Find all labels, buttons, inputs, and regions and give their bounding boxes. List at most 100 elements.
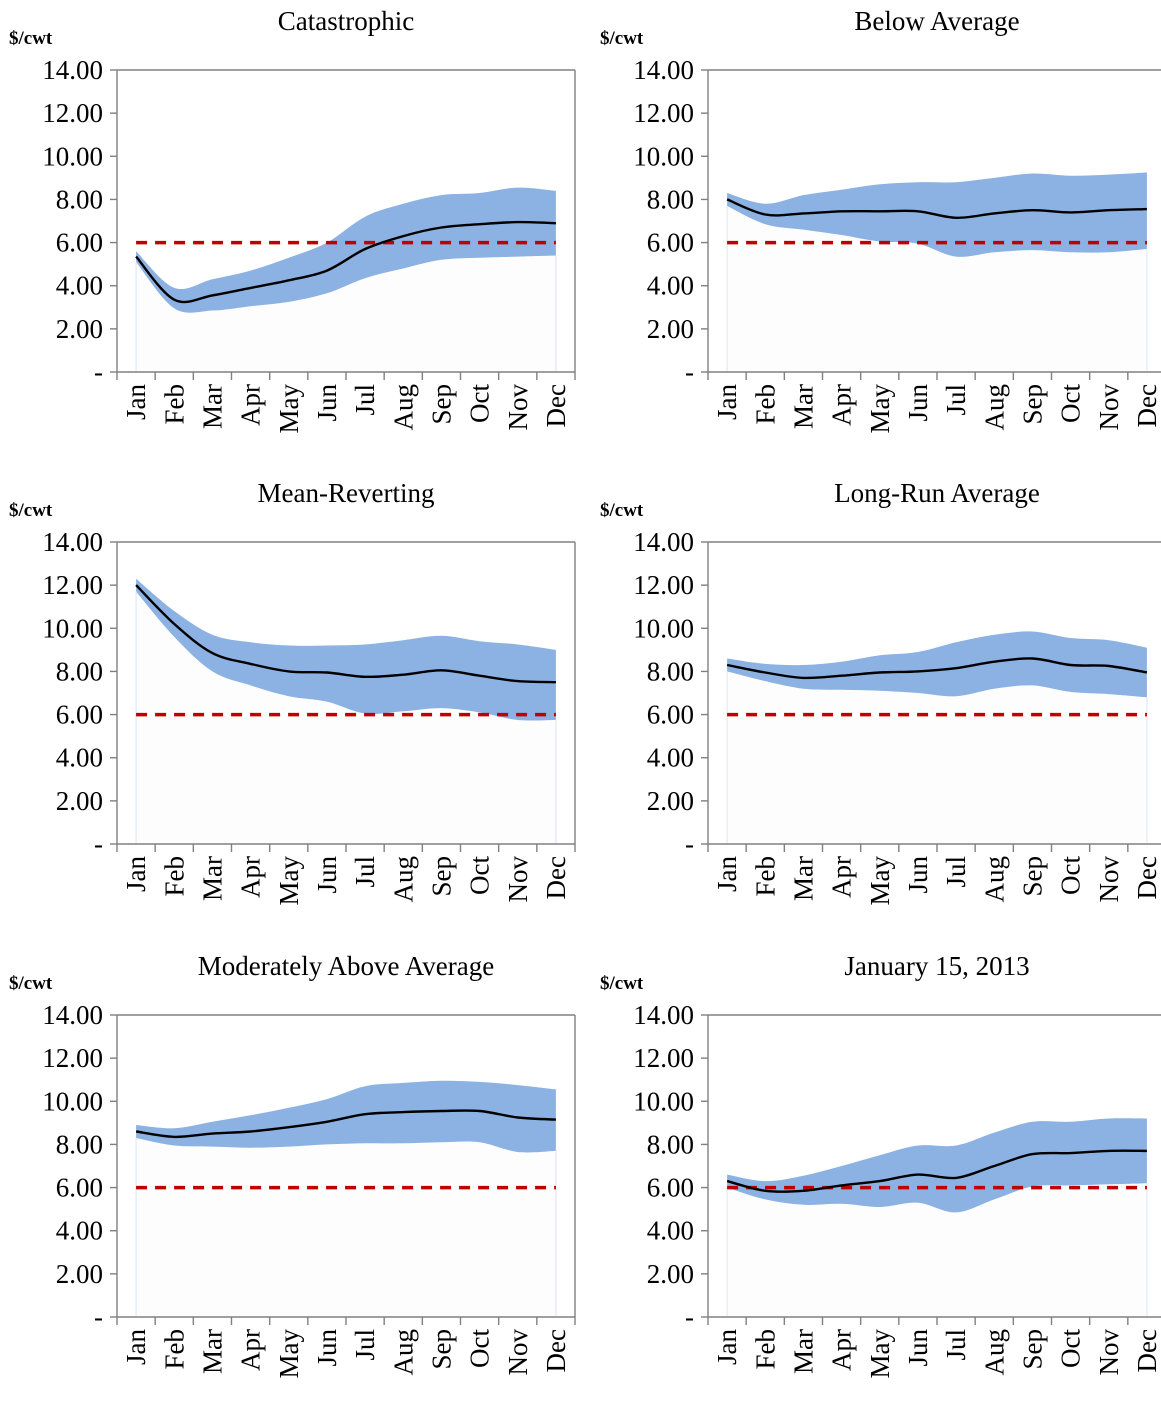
x-tick-label: Jun bbox=[312, 856, 342, 894]
x-tick-label: Jul bbox=[350, 384, 380, 416]
y-tick-label: - bbox=[94, 829, 103, 859]
y-tick-label: 8.00 bbox=[56, 1129, 103, 1159]
y-tick-label: 10.00 bbox=[42, 141, 103, 171]
chart-title: Mean-Reverting bbox=[257, 478, 435, 508]
y-tick-label: 10.00 bbox=[633, 613, 694, 643]
y-axis-unit-label: $/cwt bbox=[9, 973, 53, 994]
x-tick-label: Dec bbox=[1132, 384, 1161, 427]
x-tick-label: Aug bbox=[979, 856, 1009, 903]
y-tick-label: 10.00 bbox=[633, 1086, 694, 1116]
chart-title: January 15, 2013 bbox=[844, 951, 1030, 981]
y-tick-label: 10.00 bbox=[42, 613, 103, 643]
y-tick-label: 14.00 bbox=[42, 55, 103, 85]
y-tick-label: 4.00 bbox=[56, 1216, 103, 1246]
x-tick-label: Apr bbox=[827, 1329, 857, 1371]
x-tick-label: Mar bbox=[788, 384, 818, 429]
y-tick-label: 8.00 bbox=[56, 184, 103, 214]
x-tick-label: Jun bbox=[312, 1329, 342, 1367]
y-axis-unit-label: $/cwt bbox=[9, 500, 53, 521]
x-tick-label: Nov bbox=[503, 384, 533, 431]
x-tick-label: Nov bbox=[503, 1329, 533, 1376]
y-tick-label: 2.00 bbox=[647, 1259, 694, 1289]
x-tick-label: Jan bbox=[712, 384, 742, 420]
y-tick-label: 8.00 bbox=[647, 656, 694, 686]
y-axis-unit-label: $/cwt bbox=[600, 500, 644, 521]
y-tick-label: 6.00 bbox=[647, 700, 694, 730]
x-tick-label: Oct bbox=[1056, 384, 1086, 423]
y-tick-label: - bbox=[685, 357, 694, 387]
x-tick-label: Aug bbox=[979, 384, 1009, 431]
x-tick-label: Oct bbox=[1056, 856, 1086, 895]
y-tick-label: 4.00 bbox=[647, 271, 694, 301]
x-tick-label: May bbox=[865, 1329, 895, 1379]
x-tick-label: Apr bbox=[236, 856, 266, 898]
y-tick-label: 4.00 bbox=[56, 743, 103, 773]
x-tick-label: May bbox=[865, 856, 895, 906]
x-tick-label: Aug bbox=[388, 856, 418, 903]
x-tick-label: Mar bbox=[197, 856, 227, 901]
x-tick-label: Sep bbox=[1017, 1329, 1047, 1370]
y-axis-unit-label: $/cwt bbox=[600, 973, 644, 994]
y-tick-label: 8.00 bbox=[647, 184, 694, 214]
x-tick-label: Feb bbox=[750, 1329, 780, 1370]
y-tick-label: 6.00 bbox=[56, 1173, 103, 1203]
x-tick-label: Mar bbox=[197, 1329, 227, 1374]
x-tick-label: Jan bbox=[712, 1329, 742, 1365]
x-tick-label: Dec bbox=[541, 384, 571, 427]
y-tick-label: 12.00 bbox=[42, 98, 103, 128]
median-line bbox=[135, 220, 556, 304]
y-tick-label: 2.00 bbox=[647, 786, 694, 816]
x-tick-label: Sep bbox=[426, 856, 456, 897]
x-tick-label: Jul bbox=[350, 856, 380, 888]
y-tick-label: 8.00 bbox=[56, 656, 103, 686]
chart-4: - 2.00 4.00 6.00 8.00 10.00 12.00 14.00 Jan Feb Ma… bbox=[42, 1000, 576, 1379]
y-tick-label: 12.00 bbox=[42, 1043, 103, 1073]
x-tick-label: Jul bbox=[350, 1329, 380, 1361]
y-tick-label: 14.00 bbox=[633, 527, 694, 557]
y-axis-unit-label: $/cwt bbox=[600, 28, 644, 49]
x-tick-label: Oct bbox=[465, 1329, 495, 1368]
y-tick-label: 4.00 bbox=[56, 271, 103, 301]
chart-title: Moderately Above Average bbox=[197, 951, 495, 981]
x-tick-label: Sep bbox=[426, 384, 456, 425]
y-axis-unit-label: $/cwt bbox=[9, 28, 53, 49]
x-tick-label: Sep bbox=[1017, 856, 1047, 897]
x-tick-label: Apr bbox=[236, 384, 266, 426]
y-tick-label: 12.00 bbox=[42, 570, 103, 600]
confidence-band bbox=[136, 187, 556, 313]
x-tick-label: Sep bbox=[1017, 384, 1047, 425]
chart-title: Catastrophic bbox=[277, 6, 415, 36]
x-tick-label: Mar bbox=[788, 1329, 818, 1374]
confidence-band bbox=[136, 578, 556, 721]
x-tick-label: Apr bbox=[827, 384, 857, 426]
y-tick-label: 8.00 bbox=[647, 1129, 694, 1159]
median-line bbox=[726, 657, 1148, 680]
x-tick-label: Apr bbox=[827, 856, 857, 898]
y-tick-label: 14.00 bbox=[42, 1000, 103, 1030]
x-tick-label: Aug bbox=[979, 1329, 1009, 1376]
y-tick-label: 10.00 bbox=[42, 1086, 103, 1116]
confidence-band bbox=[727, 631, 1147, 698]
y-tick-label: 2.00 bbox=[647, 314, 694, 344]
x-tick-label: Feb bbox=[750, 856, 780, 897]
x-tick-label: Nov bbox=[503, 856, 533, 903]
y-tick-label: 12.00 bbox=[633, 98, 694, 128]
y-tick-label: 2.00 bbox=[56, 1259, 103, 1289]
y-tick-label: - bbox=[685, 829, 694, 859]
x-tick-label: Jan bbox=[121, 384, 151, 420]
y-tick-label: 6.00 bbox=[56, 228, 103, 258]
x-tick-label: Jul bbox=[941, 384, 971, 416]
chart-title: Long-Run Average bbox=[834, 478, 1040, 508]
x-tick-label: Feb bbox=[159, 384, 189, 425]
x-tick-label: Aug bbox=[388, 1329, 418, 1376]
x-tick-label: Jul bbox=[941, 856, 971, 888]
y-tick-label: - bbox=[685, 1302, 694, 1332]
x-tick-label: Dec bbox=[541, 856, 571, 899]
y-tick-label: 6.00 bbox=[56, 700, 103, 730]
x-tick-label: Dec bbox=[1132, 1329, 1161, 1372]
x-tick-label: May bbox=[865, 384, 895, 434]
y-tick-label: 6.00 bbox=[647, 228, 694, 258]
x-tick-label: Nov bbox=[1094, 384, 1124, 431]
x-tick-label: May bbox=[274, 384, 304, 434]
